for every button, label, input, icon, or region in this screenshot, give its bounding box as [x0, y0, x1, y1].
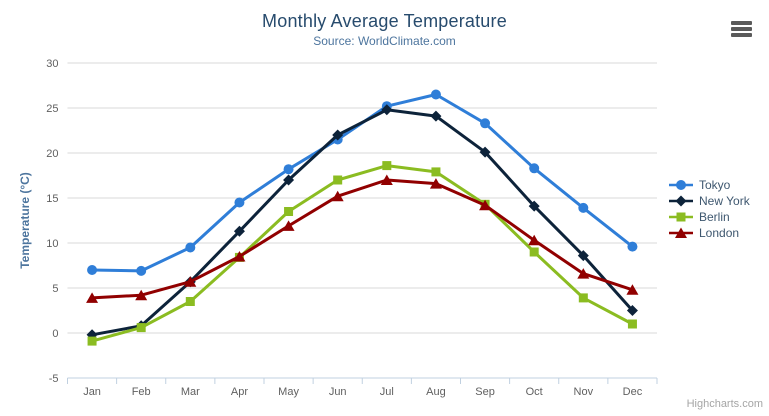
data-point-london[interactable] [135, 289, 148, 301]
data-point-new-york[interactable] [430, 110, 442, 122]
circle-marker-icon [669, 180, 693, 190]
x-axis-label: Feb [132, 386, 151, 398]
y-axis-label: 10 [46, 238, 58, 250]
data-point-berlin[interactable] [284, 207, 294, 216]
data-point-london[interactable] [429, 178, 442, 189]
data-point-london[interactable] [626, 284, 639, 295]
legend-marker-berlin [676, 212, 686, 222]
legend-item-berlin[interactable]: Berlin [668, 209, 750, 225]
data-point-london[interactable] [479, 199, 492, 211]
series-line-berlin [90, 164, 634, 343]
data-point-berlin[interactable] [382, 161, 392, 171]
data-point-tokyo[interactable] [480, 118, 491, 129]
legend-item-new-york[interactable]: New York [668, 193, 750, 209]
legend-marker-tokyo [676, 180, 686, 190]
data-point-new-york[interactable] [479, 146, 491, 158]
x-axis-label: May [278, 386, 299, 398]
data-point-tokyo[interactable] [87, 265, 98, 275]
data-point-tokyo[interactable] [578, 202, 589, 213]
data-point-berlin[interactable] [431, 167, 441, 177]
data-point-london[interactable] [528, 234, 541, 246]
y-axis-label: 0 [52, 328, 58, 340]
data-point-berlin[interactable] [136, 323, 146, 333]
data-point-berlin[interactable] [627, 319, 637, 329]
series-tokyo [87, 89, 638, 276]
data-point-tokyo[interactable] [627, 241, 638, 252]
legend-item-london[interactable]: London [668, 225, 750, 241]
data-point-berlin[interactable] [578, 293, 588, 303]
export-menu-button[interactable] [729, 17, 755, 41]
hamburger-icon [731, 33, 752, 37]
x-axis-label: Jul [380, 386, 394, 398]
data-point-berlin[interactable] [333, 175, 343, 185]
data-point-tokyo[interactable] [136, 265, 147, 276]
y-axis-label: -5 [49, 373, 59, 385]
legend-label: London [699, 226, 740, 240]
legend-marker-new-york [675, 195, 687, 207]
triangle-marker-icon [669, 227, 693, 238]
data-point-london[interactable] [577, 268, 590, 279]
data-point-london[interactable] [380, 174, 393, 186]
legend-label: New York [699, 194, 750, 208]
legend: Tokyo New York Berlin London [668, 177, 750, 241]
diamond-marker-icon [669, 195, 693, 207]
data-point-tokyo[interactable] [185, 242, 196, 253]
legend-label: Tokyo [699, 178, 731, 192]
data-point-new-york[interactable] [332, 129, 344, 141]
y-axis-label: 30 [46, 58, 58, 70]
series-line-new-york [90, 108, 634, 337]
data-point-tokyo[interactable] [283, 164, 294, 175]
chart-title: Monthly Average Temperature [262, 11, 507, 31]
hamburger-icon [731, 27, 752, 31]
series-berlin [87, 161, 637, 346]
data-point-new-york[interactable] [577, 250, 589, 262]
data-point-new-york[interactable] [233, 225, 245, 237]
data-point-new-york[interactable] [528, 200, 540, 212]
data-point-london[interactable] [184, 276, 197, 287]
data-point-tokyo[interactable] [529, 163, 540, 174]
x-axis-label: Mar [181, 386, 200, 398]
data-point-berlin[interactable] [87, 336, 97, 346]
data-point-berlin[interactable] [529, 247, 539, 257]
data-point-london[interactable] [282, 220, 295, 231]
x-axis-label: Dec [623, 386, 643, 398]
legend-label: Berlin [699, 210, 730, 224]
x-axis-label: Apr [231, 386, 248, 398]
hamburger-icon [731, 21, 752, 25]
x-axis-label: Jun [329, 386, 347, 398]
chart-subtitle: Source: WorldClimate.com [313, 34, 456, 48]
y-axis-label: 5 [52, 283, 58, 295]
y-axis-label: 20 [46, 148, 58, 160]
data-point-london[interactable] [86, 292, 99, 303]
legend-marker-london [675, 227, 687, 238]
y-axis-label: 15 [46, 193, 58, 205]
y-axis-title: Temperature (°C) [18, 172, 32, 269]
x-axis-label: Nov [574, 386, 594, 398]
data-point-london[interactable] [233, 251, 246, 262]
data-point-london[interactable] [331, 190, 344, 202]
data-point-new-york[interactable] [283, 174, 295, 186]
data-point-tokyo[interactable] [234, 197, 245, 208]
data-point-berlin[interactable] [185, 297, 195, 306]
square-marker-icon [669, 212, 693, 222]
x-axis-label: Jan [83, 386, 101, 398]
series-london [86, 174, 639, 303]
x-axis-label: Oct [526, 386, 543, 398]
data-point-new-york[interactable] [626, 305, 638, 316]
legend-item-tokyo[interactable]: Tokyo [668, 177, 750, 193]
series-new-york [86, 104, 638, 341]
y-axis-label: 25 [46, 103, 58, 115]
series-line-london [90, 178, 634, 300]
x-axis-label: Sep [475, 386, 495, 398]
credits-link[interactable]: Highcharts.com [686, 398, 763, 410]
x-axis-label: Aug [426, 386, 446, 398]
data-point-new-york[interactable] [381, 104, 393, 116]
data-point-tokyo[interactable] [430, 89, 441, 100]
